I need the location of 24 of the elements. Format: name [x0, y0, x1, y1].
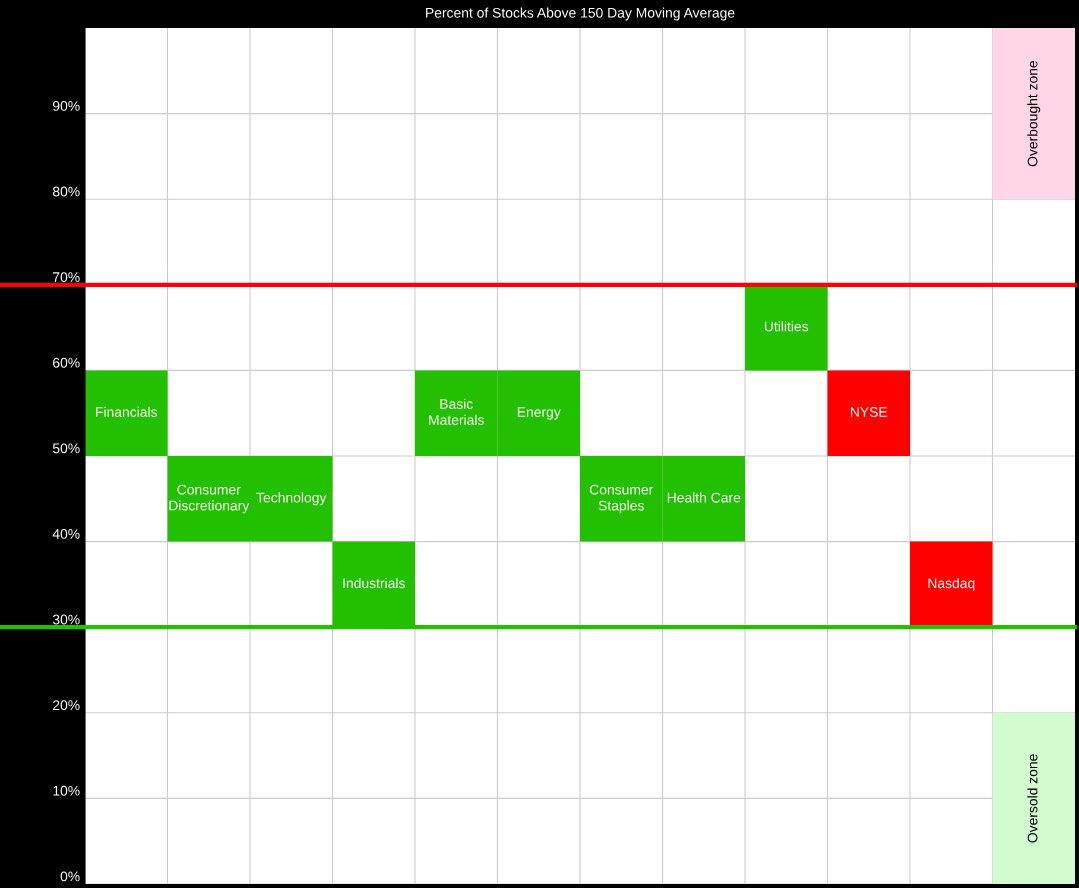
x-tick-label: Financials — [96, 406, 158, 417]
x-tick-label: Consumer Discretionary — [169, 484, 250, 514]
x-tick-label: Basic Materials — [429, 398, 484, 425]
y-tick-label: 0% — [60, 871, 80, 882]
y-tick-label: 30% — [52, 614, 80, 625]
x-tick-label: Industrials — [343, 577, 405, 589]
y-tick-label: 90% — [52, 101, 80, 111]
series-label: Oversold zone — [1027, 754, 1038, 843]
x-tick-label: Energy — [517, 407, 561, 420]
x-tick-label: Health Care — [667, 492, 741, 503]
series-label: Overbought zone — [1027, 60, 1041, 167]
chart-title: Percent of Stocks Above 150 Day Moving Average — [426, 7, 735, 21]
y-tick-label: 80% — [52, 186, 80, 197]
y-tick-label: 20% — [53, 700, 80, 711]
y-tick-label: 60% — [53, 357, 80, 368]
x-tick-label: NYSE — [850, 407, 888, 417]
x-tick-label: Consumer Staples — [589, 484, 654, 514]
y-tick-label: 40% — [52, 529, 80, 539]
x-tick-label: Nasdaq — [928, 577, 975, 591]
x-tick-label: Technology — [256, 492, 327, 506]
y-tick-label: 50% — [52, 443, 80, 454]
x-tick-label: Utilities — [764, 321, 809, 332]
y-tick-label: 70% — [53, 272, 80, 283]
y-tick-label: 10% — [53, 785, 80, 796]
